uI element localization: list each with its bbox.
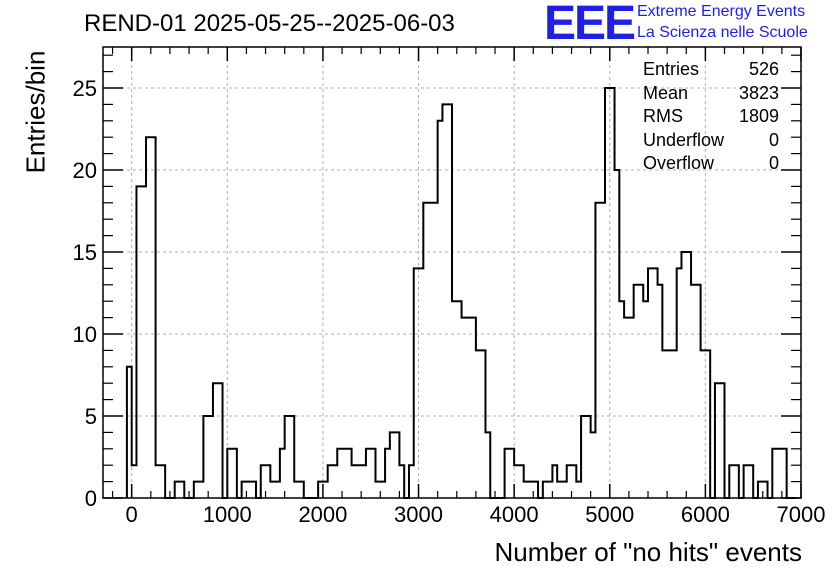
x-tick-label: 2000	[298, 502, 347, 527]
stats-value: 1809	[738, 106, 779, 126]
y-tick-label: 10	[73, 322, 97, 347]
stats-row-rms: RMS 1809	[643, 107, 779, 131]
stats-label: Overflow	[643, 153, 715, 173]
x-tick-label: 5000	[585, 502, 634, 527]
x-tick-label: 6000	[681, 502, 730, 527]
y-tick-label: 25	[73, 76, 97, 101]
chart-title: REND-01 2025-05-25--2025-06-03	[84, 10, 455, 37]
stats-value: 3823	[738, 82, 779, 103]
stats-row-underflow: Underflow 0	[643, 129, 779, 155]
eee-logo: EEE	[544, 0, 636, 50]
axis-tick-labels: 0 1000 2000 3000 4000 5000 6000 7000 0 5 10 15 20 25	[73, 76, 826, 527]
y-tick-label: 15	[73, 240, 97, 265]
stats-label: Underflow	[643, 129, 725, 150]
stats-value: 0	[768, 153, 779, 173]
stats-value: 0	[768, 129, 779, 150]
stats-row-mean: Mean 3823	[643, 82, 779, 108]
stats-value: 526	[748, 59, 779, 79]
x-tick-label: 4000	[490, 502, 539, 527]
x-axis-label: Number of "no hits" events	[494, 537, 803, 567]
x-tick-label: 3000	[394, 502, 443, 527]
y-tick-label: 0	[85, 486, 97, 511]
x-tick-label: 0	[126, 502, 138, 527]
stats-label: Mean	[643, 82, 689, 103]
plot-frame	[102, 46, 802, 499]
y-tick-label: 20	[73, 158, 97, 183]
x-tick-label: 7000	[777, 502, 826, 527]
y-tick-label: 5	[85, 404, 97, 429]
stats-row-entries: Entries 526	[643, 60, 779, 84]
stats-label: Entries	[643, 59, 700, 79]
stats-row-overflow: Overflow 0	[643, 154, 779, 178]
axis-ticks	[103, 47, 802, 499]
stats-box: Entries 526 Mean 3823 RMS 1809 Underflow…	[643, 60, 779, 178]
histogram-line	[125, 87, 797, 499]
stats-label: RMS	[643, 106, 683, 126]
logo-line-1: Extreme Energy Events	[637, 3, 806, 20]
x-tick-label: 1000	[203, 502, 252, 527]
y-axis-label: Entries/bin	[20, 50, 51, 174]
logo-line-2: La Scienza nelle Scuole	[637, 24, 808, 41]
